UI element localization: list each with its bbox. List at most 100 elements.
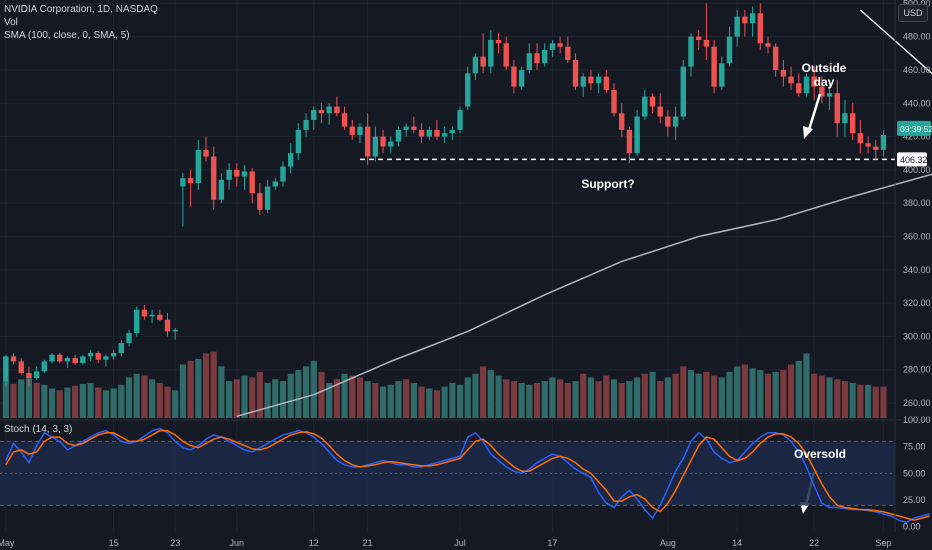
candle-body xyxy=(765,43,770,46)
volume-bar xyxy=(580,374,586,418)
time-tick-label: Sep xyxy=(875,538,891,548)
candle-body xyxy=(704,40,709,47)
candle-body xyxy=(226,170,231,180)
candle-body xyxy=(188,178,193,183)
candle-body xyxy=(557,43,562,46)
volume-bar xyxy=(750,368,756,418)
price-tick-label: 480.00 xyxy=(903,32,931,42)
time-axis: May1523Jun1221Jul17Aug1422Sep18Oct xyxy=(0,538,932,548)
currency-button[interactable]: USD xyxy=(898,4,928,22)
volume-legend[interactable]: Vol xyxy=(4,17,18,28)
price-tick-label: 320.00 xyxy=(903,298,931,308)
candle-body xyxy=(681,67,686,117)
candle-body xyxy=(111,353,116,356)
volume-bar xyxy=(873,387,879,418)
candle-body xyxy=(573,60,578,87)
candle-body xyxy=(842,113,847,123)
price-tick-label: 340.00 xyxy=(903,265,931,275)
candle-body xyxy=(242,172,247,177)
volume-bar xyxy=(657,381,663,418)
volume-bar xyxy=(303,366,309,418)
price-tick-label: 260.00 xyxy=(903,398,931,408)
volume-bar xyxy=(203,353,209,418)
volume-bar xyxy=(519,383,525,418)
candle-body xyxy=(326,107,331,114)
volume-bar xyxy=(488,370,494,418)
candle-body xyxy=(611,90,616,113)
candle-body xyxy=(550,43,555,50)
volume-bar xyxy=(49,388,55,418)
candle-body xyxy=(673,117,678,127)
candle-body xyxy=(303,120,308,130)
outside-day-label-2: day xyxy=(800,75,848,89)
candle-body xyxy=(80,356,85,363)
candle-body xyxy=(727,37,732,64)
candle-body xyxy=(280,167,285,182)
candle-body xyxy=(788,77,793,84)
time-tick-label: May xyxy=(0,538,15,548)
volume-bar xyxy=(380,387,386,418)
candle-body xyxy=(211,157,216,200)
volume-bar xyxy=(318,372,324,418)
volume-bar xyxy=(757,370,763,418)
stoch-tick-label: 0.00 xyxy=(903,522,921,532)
stoch-legend[interactable]: Stoch (14, 3, 3) xyxy=(4,424,72,435)
candle-body xyxy=(642,97,647,117)
candle-body xyxy=(3,356,8,381)
candle-body xyxy=(311,110,316,120)
volume-bar xyxy=(534,383,540,418)
sma-legend[interactable]: SMA (100, close, 0, SMA, 5) xyxy=(4,30,130,41)
volume-bar xyxy=(180,365,186,418)
candle-body xyxy=(203,150,208,157)
volume-bar xyxy=(95,388,101,418)
candle-body xyxy=(519,70,524,87)
volume-bar xyxy=(280,381,286,418)
candle-body xyxy=(581,77,586,87)
volume-bar xyxy=(611,379,617,418)
price-tick-label: 460.00 xyxy=(903,65,931,75)
volume-bar xyxy=(3,381,9,418)
volume-bar xyxy=(57,390,63,418)
volume-bar xyxy=(742,365,748,418)
candle-body xyxy=(719,63,724,86)
volume-bar xyxy=(649,372,655,418)
candles xyxy=(3,3,886,386)
volume-bar xyxy=(288,374,294,418)
candle-body xyxy=(234,170,239,177)
volume-bar xyxy=(157,383,163,418)
candle-body xyxy=(88,353,93,356)
candle-body xyxy=(480,57,485,67)
candle-body xyxy=(11,356,16,361)
candle-body xyxy=(734,17,739,37)
candle-body xyxy=(319,110,324,113)
volume-bar xyxy=(703,372,709,418)
candle-body xyxy=(750,13,755,23)
time-tick-label: Jun xyxy=(230,538,245,548)
volume-bar xyxy=(634,377,640,418)
volume-bar xyxy=(241,376,247,418)
volume-bar xyxy=(272,379,278,418)
volume-bar xyxy=(780,370,786,418)
volume-bar xyxy=(472,374,478,418)
volume-bar xyxy=(141,376,147,418)
volume-bar xyxy=(465,377,471,418)
time-tick-label: 22 xyxy=(809,538,819,548)
candle-body xyxy=(634,117,639,154)
candle-body xyxy=(96,353,101,360)
outside-day-label-1: Outside xyxy=(800,61,848,75)
candle-body xyxy=(419,130,424,137)
candle-body xyxy=(219,180,224,200)
volume-bar xyxy=(418,387,424,418)
symbol-legend[interactable]: NVIDIA Corporation, 1D, NASDAQ xyxy=(4,4,158,15)
volume-bar xyxy=(64,388,70,418)
volume-bar xyxy=(72,386,78,418)
candle-body xyxy=(126,333,131,343)
price-tick-label: 280.00 xyxy=(903,365,931,375)
candle-body xyxy=(542,50,547,63)
candle-body xyxy=(504,43,509,66)
volume-bars xyxy=(3,352,887,418)
candle-body xyxy=(881,135,886,150)
time-tick-label: Aug xyxy=(660,538,676,548)
volume-bar xyxy=(803,353,809,418)
